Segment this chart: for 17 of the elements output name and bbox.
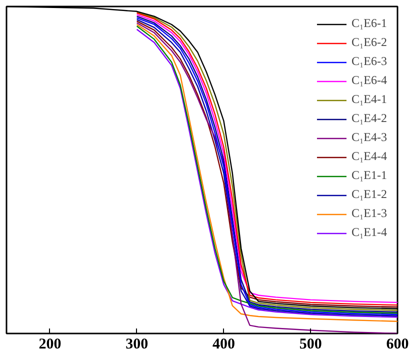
- legend-label: C₁E1-4: [351, 225, 387, 240]
- x-tick-label: 600: [386, 336, 409, 351]
- x-tick-label: 400: [212, 336, 235, 351]
- legend-label: C₁E1-1: [351, 168, 387, 183]
- legend-label: C₁E1-3: [351, 206, 387, 221]
- legend-label: C₁E4-1: [351, 92, 387, 107]
- x-tick-label: 300: [126, 336, 148, 351]
- legend-label: C₁E6-1: [351, 16, 387, 31]
- legend-label: C₁E1-2: [351, 187, 387, 202]
- legend-label: C₁E6-2: [351, 35, 387, 50]
- x-tick-label: 200: [38, 336, 62, 351]
- legend-label: C₁E6-3: [351, 54, 387, 69]
- legend-label: C₁E6-4: [351, 73, 387, 88]
- legend-label: C₁E4-2: [351, 111, 387, 126]
- legend-label: C₁E4-3: [351, 130, 387, 145]
- x-tick-label: 500: [299, 336, 322, 351]
- legend-label: C₁E4-4: [351, 149, 387, 164]
